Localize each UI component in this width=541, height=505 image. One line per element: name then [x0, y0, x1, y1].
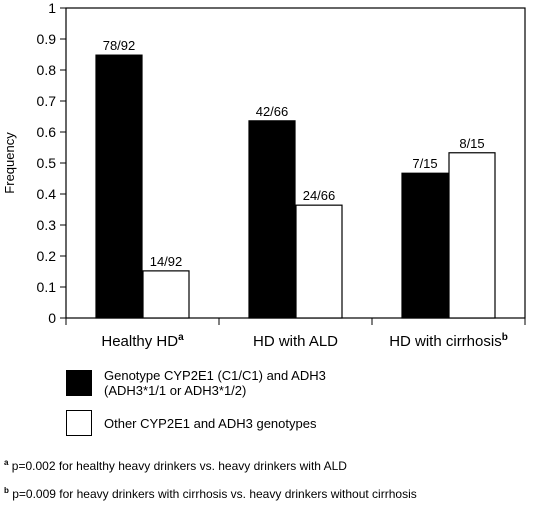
y-tick-label: 0.7 — [37, 93, 57, 109]
legend-swatch-white — [66, 410, 92, 436]
bar — [95, 54, 143, 319]
footnote-a-text: p=0.002 for healthy heavy drinkers vs. h… — [11, 459, 347, 473]
footnote-b-text: p=0.009 for heavy drinkers with cirrhosi… — [12, 487, 417, 501]
y-tick-label: 0.1 — [37, 279, 57, 295]
y-tick-label: 1 — [48, 0, 56, 16]
x-category-superscript: a — [178, 332, 184, 343]
x-category-text: Healthy HD — [101, 333, 178, 350]
y-axis-label: Frequency — [2, 132, 17, 194]
bar — [142, 270, 190, 319]
y-tick-label: 0 — [48, 310, 56, 326]
bar — [295, 204, 343, 319]
footnote-b-marker: b — [4, 486, 9, 495]
y-tick-label: 0.2 — [37, 248, 57, 264]
footnote-b: b p=0.009 for heavy drinkers with cirrho… — [4, 486, 417, 501]
y-tick-label: 0.4 — [37, 186, 57, 202]
legend-label-line1: Genotype CYP2E1 (C1/C1) and ADH3 — [104, 368, 326, 383]
legend-label-genotype-c1c1: Genotype CYP2E1 (C1/C1) and ADH3 (ADH3*1… — [104, 368, 326, 398]
legend-item-other-genotypes: Other CYP2E1 and ADH3 genotypes — [66, 410, 316, 436]
bar — [448, 152, 496, 319]
data-label: 78/92 — [103, 38, 136, 53]
y-tick-label: 0.3 — [37, 217, 57, 233]
x-category-label: HD with cirrhosisb — [389, 332, 508, 350]
data-label: 14/92 — [150, 254, 183, 269]
data-label: 8/15 — [459, 136, 484, 151]
legend-label-line2: (ADH3*1/1 or ADH3*1/2) — [104, 383, 247, 398]
bar — [248, 120, 296, 319]
legend-item-genotype-c1c1: Genotype CYP2E1 (C1/C1) and ADH3 (ADH3*1… — [66, 368, 326, 398]
x-category-label: HD with ALD — [253, 333, 338, 350]
data-label: 42/66 — [256, 104, 289, 119]
x-category-label: Healthy HDa — [101, 332, 184, 350]
legend-swatch-black — [66, 370, 92, 396]
data-label: 24/66 — [303, 188, 336, 203]
y-tick-label: 0.6 — [37, 124, 57, 140]
legend-label-other-genotypes: Other CYP2E1 and ADH3 genotypes — [104, 416, 317, 431]
y-tick-label: 0.9 — [37, 31, 57, 47]
footnote-a: a p=0.002 for healthy heavy drinkers vs.… — [4, 458, 347, 473]
bar — [401, 172, 449, 319]
bar-chart: 0 0.1 0.2 0.3 0.4 0.5 0.6 0.7 0.8 0.9 1 Frequency 78… — [2, 0, 526, 350]
x-category-superscript: b — [502, 332, 508, 343]
x-category-text: HD with ALD — [253, 333, 338, 350]
y-tick-label: 0.8 — [37, 62, 57, 78]
y-tick-label: 0.5 — [37, 155, 57, 171]
footnote-a-marker: a — [4, 458, 9, 467]
data-label: 7/15 — [412, 156, 437, 171]
x-category-text: HD with cirrhosis — [389, 333, 502, 350]
